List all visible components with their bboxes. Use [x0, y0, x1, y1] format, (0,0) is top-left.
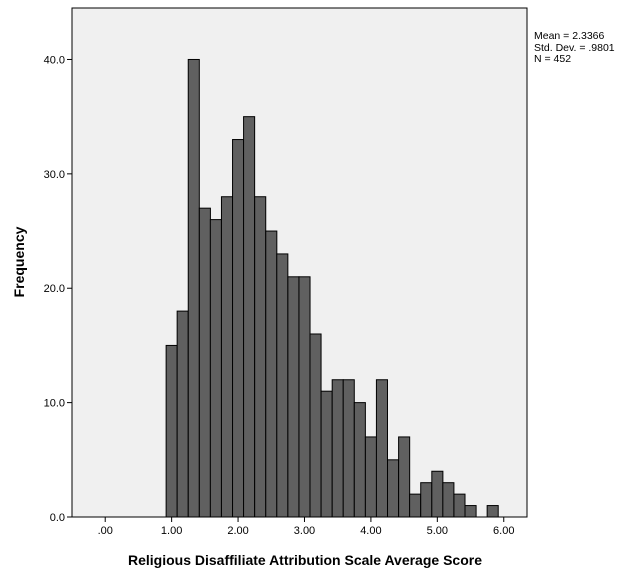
y-tick-label: 40.0 [44, 54, 65, 66]
histogram-bar [320, 390, 333, 518]
histogram-bar [265, 230, 278, 518]
histogram-bar [353, 402, 366, 518]
histogram-bar [298, 276, 311, 518]
x-tick-label: 2.00 [227, 525, 248, 537]
histogram-bar [220, 196, 234, 518]
histogram-bar [398, 436, 411, 518]
x-tick-label: .00 [98, 525, 113, 537]
histogram-bar [464, 505, 477, 518]
histogram-bar [276, 253, 289, 518]
x-tick-label: 4.00 [360, 525, 381, 537]
histogram-bar [375, 379, 388, 518]
y-axis-ticks: 0.0 10.0 20.0 30.0 40.0 [44, 54, 72, 524]
x-tick-label: 6.00 [493, 525, 514, 537]
bars-group [165, 58, 499, 518]
x-axis-ticks: .00 1.00 2.00 3.00 4.00 5.00 6.00 [98, 517, 514, 537]
histogram-bar [420, 482, 433, 518]
histogram-bar [431, 470, 444, 518]
histogram-bar [165, 344, 178, 518]
y-tick-label: 30.0 [44, 169, 65, 181]
histogram-bar [176, 310, 189, 518]
histogram-bar [342, 379, 355, 518]
stats-std-dev: Std. Dev. = .9801 [534, 41, 615, 54]
histogram-bar [442, 482, 455, 518]
histogram-bar [409, 493, 422, 518]
x-axis-title: Religious Disaffiliate Attribution Scale… [128, 552, 482, 568]
histogram-bar [364, 436, 377, 518]
y-tick-label: 0.0 [50, 512, 65, 524]
histogram-bar [187, 58, 200, 518]
y-tick-label: 20.0 [44, 283, 65, 295]
histogram-bar [232, 139, 245, 518]
y-axis-title: Frequency [11, 226, 27, 297]
stats-n: N = 452 [534, 53, 572, 65]
histogram-bar [331, 379, 344, 518]
stats-box: Mean = 2.3366 Std. Dev. = .9801 N = 452 [534, 30, 615, 66]
stats-mean: Mean = 2.3366 [534, 30, 605, 42]
y-tick-label: 10.0 [44, 398, 65, 410]
x-tick-label: 1.00 [161, 525, 182, 537]
histogram-bar [486, 505, 499, 518]
histogram-bar [287, 276, 300, 518]
histogram-bar [198, 207, 211, 518]
x-tick-label: 5.00 [427, 525, 448, 537]
histogram-bar [309, 333, 322, 518]
histogram-bar [243, 116, 256, 518]
histogram-bar [453, 493, 466, 518]
x-tick-label: 3.00 [294, 525, 315, 537]
histogram-bar [209, 219, 222, 518]
histogram-bar [387, 459, 400, 518]
histogram-bar [254, 196, 267, 518]
